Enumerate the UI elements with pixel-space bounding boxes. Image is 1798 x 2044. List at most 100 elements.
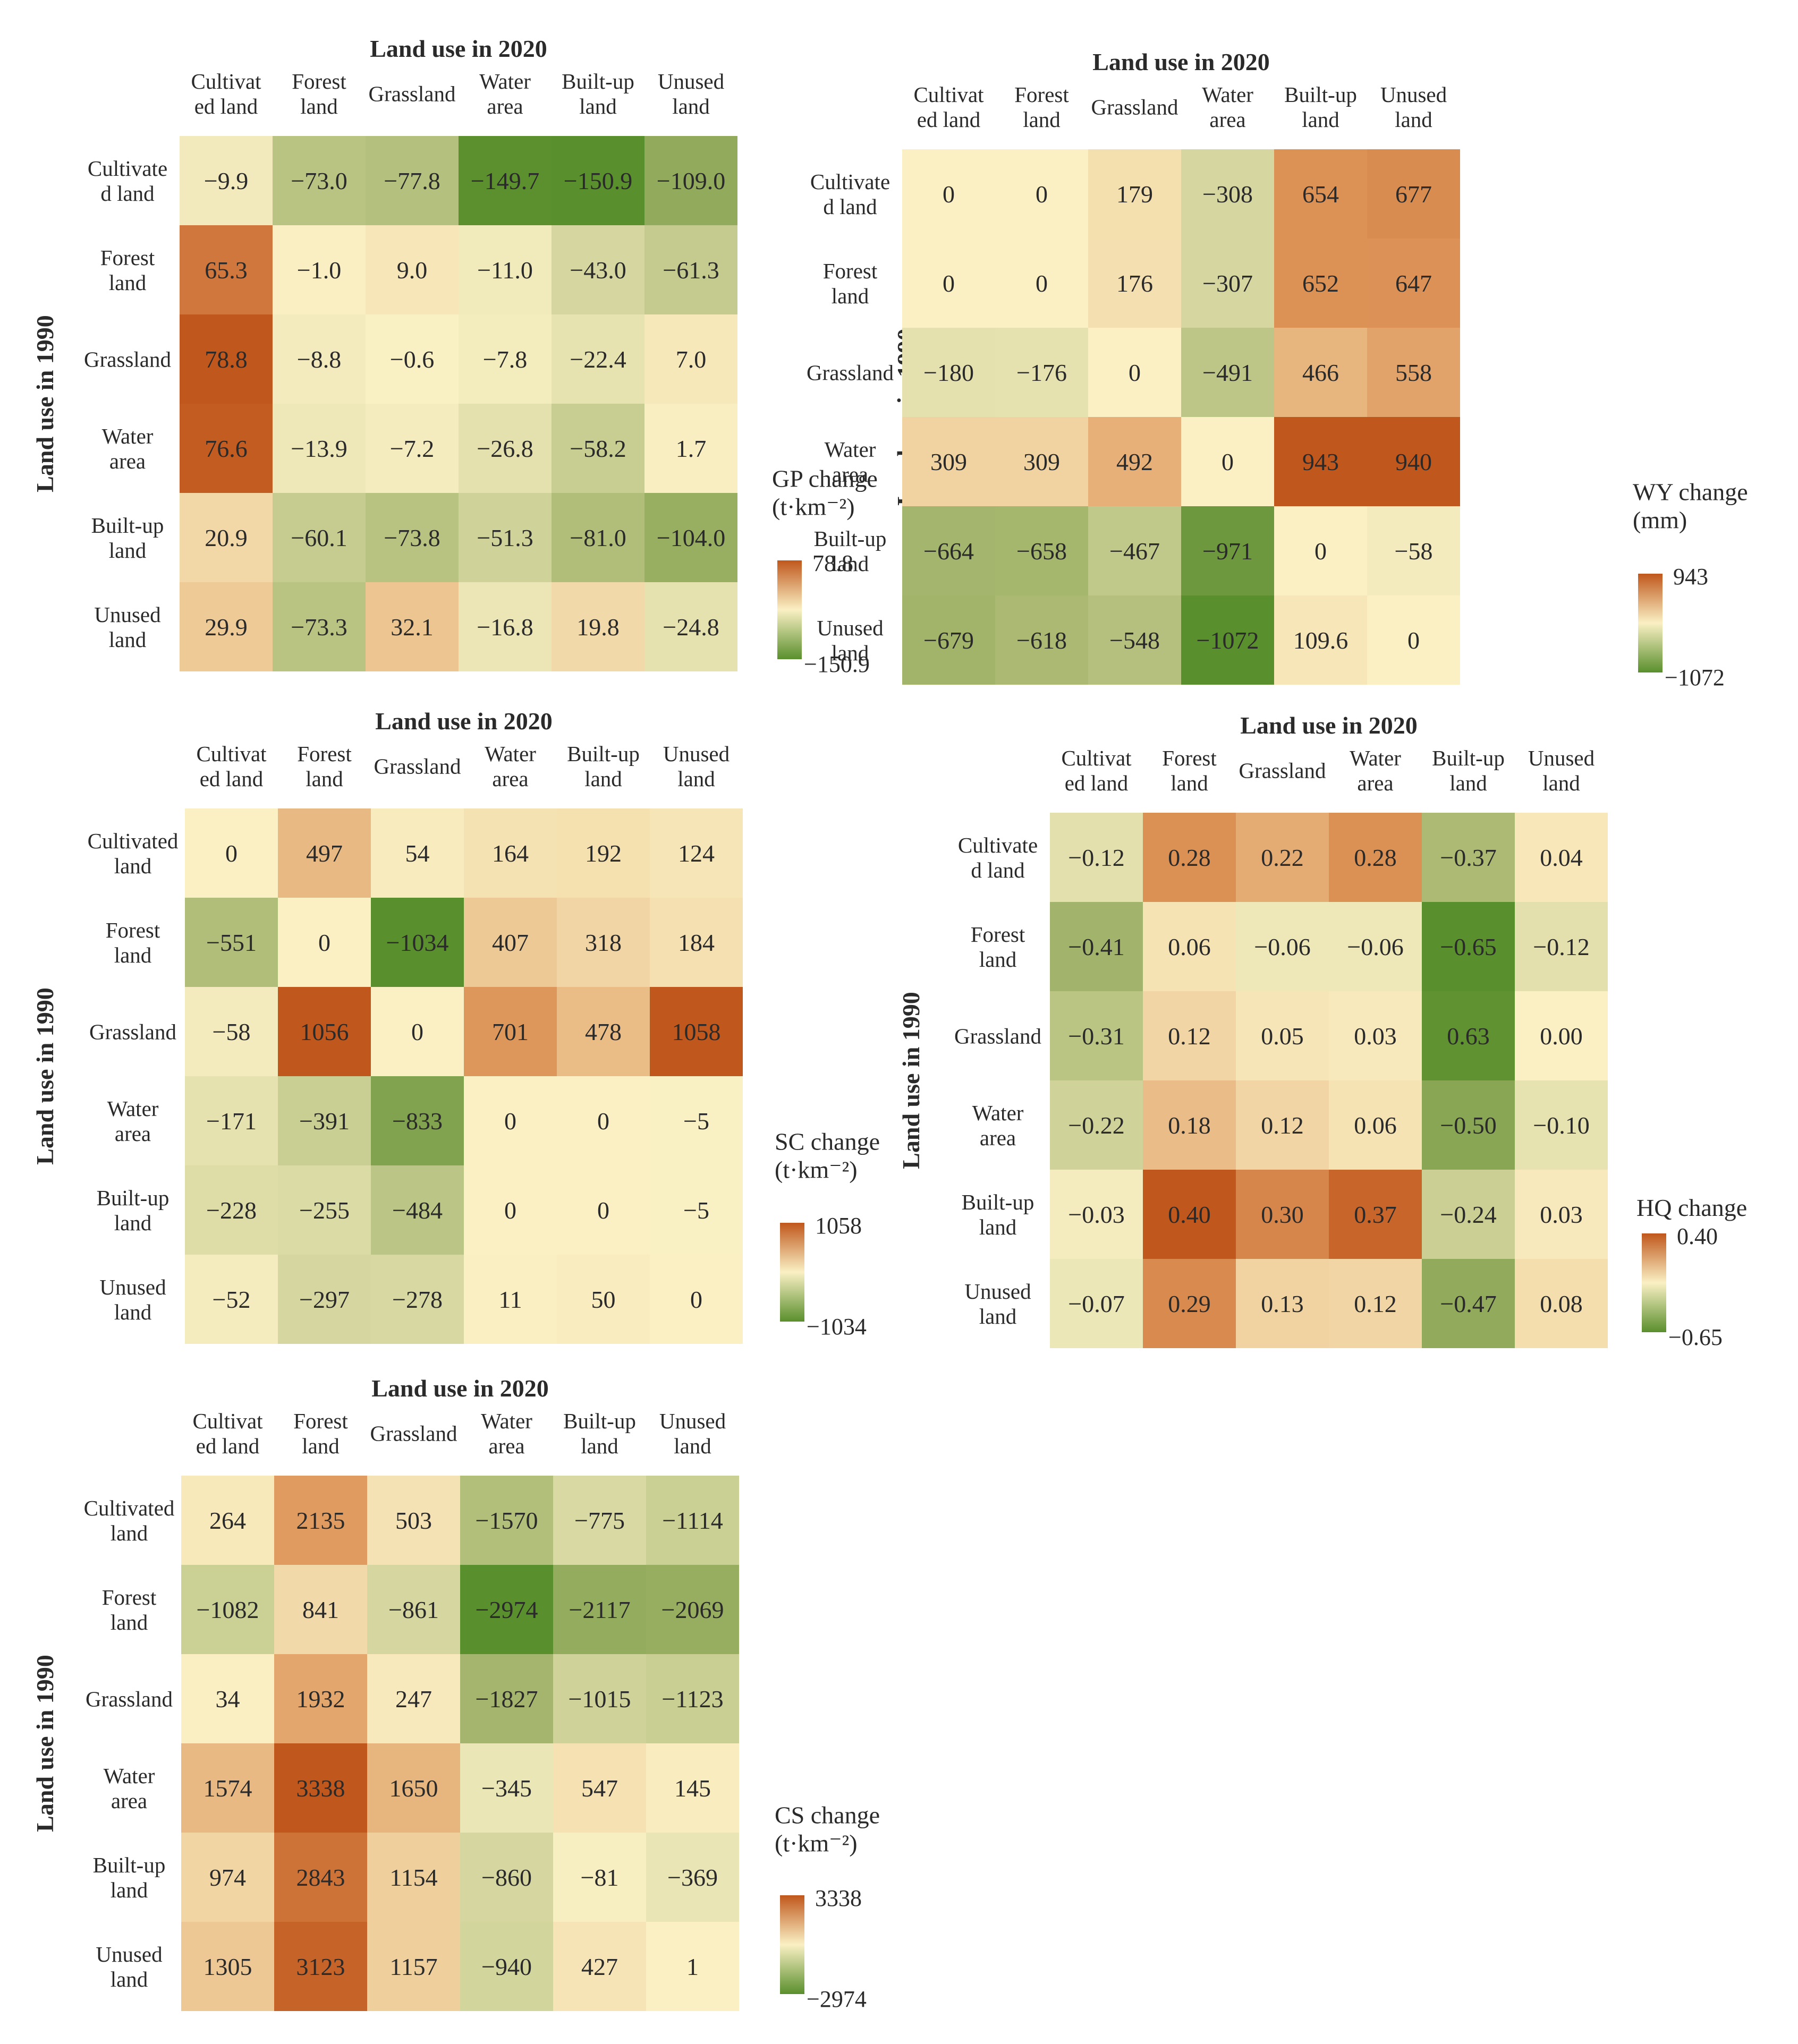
cell-value-label: 0 bbox=[504, 1197, 516, 1224]
heatmap-cell bbox=[1422, 1170, 1515, 1259]
column-label: Cultivat ed land bbox=[192, 1409, 263, 1458]
heatmap-cell bbox=[185, 987, 278, 1076]
cell-value-label: 0.29 bbox=[1168, 1290, 1211, 1317]
heatmap-cell bbox=[1274, 328, 1367, 417]
cell-value-label: −7.8 bbox=[483, 346, 527, 373]
row-label: Unused land bbox=[96, 1942, 162, 1991]
cell-value-label: 0.22 bbox=[1261, 844, 1304, 871]
cell-value-label: −391 bbox=[299, 1108, 350, 1135]
cell-value-label: −81 bbox=[581, 1864, 619, 1891]
heatmap-cell bbox=[460, 1654, 553, 1743]
cell-value-label: −26.8 bbox=[477, 435, 533, 462]
heatmap-cell bbox=[1367, 328, 1460, 417]
heatmap-cell bbox=[557, 1076, 650, 1165]
cell-value-label: 1305 bbox=[203, 1953, 252, 1980]
heatmap-cell bbox=[1422, 813, 1515, 902]
cell-value-label: 0.12 bbox=[1168, 1023, 1211, 1050]
cell-value-label: 247 bbox=[395, 1685, 432, 1713]
heatmap-cell bbox=[553, 1654, 646, 1743]
heatmap-cell bbox=[644, 582, 737, 671]
legend-min-label: −2974 bbox=[807, 1986, 867, 2012]
legend-max-label: 0.40 bbox=[1677, 1223, 1718, 1249]
cell-value-label: −73.8 bbox=[384, 524, 440, 551]
cell-value-label: 0 bbox=[943, 181, 955, 208]
cell-value-label: −22.4 bbox=[570, 346, 626, 373]
heatmap-cell bbox=[464, 898, 557, 987]
row-label: Grassland bbox=[954, 1024, 1041, 1048]
legend-min-label: −1072 bbox=[1665, 665, 1725, 691]
column-label: Unused land bbox=[1528, 746, 1595, 795]
heatmap-cell bbox=[1143, 1259, 1236, 1348]
cell-value-label: −0.12 bbox=[1068, 844, 1124, 871]
heatmap-cell bbox=[1329, 1080, 1422, 1170]
cell-value-label: 78.8 bbox=[205, 346, 248, 373]
cell-value-label: 1574 bbox=[203, 1775, 252, 1802]
heatmap-cell bbox=[902, 595, 995, 685]
cell-value-label: −58 bbox=[1395, 538, 1433, 565]
heatmap-cell bbox=[646, 1743, 739, 1833]
legend-title: GP change (t·km⁻²) bbox=[772, 465, 878, 521]
legend-max-label: 943 bbox=[1673, 564, 1708, 590]
cell-value-label: 407 bbox=[492, 929, 529, 956]
heatmap-cell bbox=[1515, 1259, 1608, 1348]
heatmap-cell bbox=[1367, 149, 1460, 239]
cell-value-label: 0 bbox=[943, 270, 955, 297]
cell-value-label: 0 bbox=[1036, 270, 1048, 297]
cell-value-label: −658 bbox=[1016, 538, 1067, 565]
column-label: Cultivat ed land bbox=[913, 82, 984, 132]
cell-value-label: −24.8 bbox=[663, 614, 719, 641]
cell-value-label: 0.08 bbox=[1540, 1290, 1583, 1317]
row-label: Water area bbox=[102, 424, 154, 473]
column-label: Cultivat ed land bbox=[196, 742, 267, 791]
cell-value-label: −0.37 bbox=[1440, 844, 1496, 871]
cell-value-label: −2069 bbox=[661, 1596, 724, 1623]
heatmap-cell bbox=[278, 1255, 371, 1344]
cell-value-label: 1058 bbox=[672, 1018, 721, 1045]
chart-title: Land use in 2020 bbox=[375, 708, 553, 735]
row-label: Forest land bbox=[100, 245, 155, 295]
heatmap-cell bbox=[180, 493, 273, 582]
heatmap-cell bbox=[371, 898, 464, 987]
row-label: Grassland bbox=[807, 360, 894, 385]
cell-value-label: 0 bbox=[318, 929, 330, 956]
cell-value-label: 29.9 bbox=[205, 614, 248, 641]
heatmap-cell bbox=[464, 1076, 557, 1165]
heatmap-cell bbox=[650, 808, 743, 898]
cell-value-label: 264 bbox=[209, 1507, 246, 1534]
cell-value-label: −255 bbox=[299, 1197, 350, 1224]
cell-value-label: 0.28 bbox=[1168, 844, 1211, 871]
cell-value-label: −940 bbox=[481, 1953, 532, 1980]
cell-value-label: −308 bbox=[1202, 181, 1253, 208]
heatmap-cell bbox=[274, 1565, 367, 1654]
heatmap-cell bbox=[553, 1922, 646, 2011]
cell-value-label: 124 bbox=[678, 840, 715, 867]
cell-value-label: −73.0 bbox=[291, 167, 347, 194]
column-label: Water area bbox=[1202, 82, 1253, 132]
heatmap-cell bbox=[181, 1743, 274, 1833]
column-label: Cultivat ed land bbox=[191, 69, 261, 118]
cell-value-label: −43.0 bbox=[570, 257, 626, 284]
heatmap-cell bbox=[367, 1565, 460, 1654]
heatmap-cell bbox=[1515, 902, 1608, 991]
cell-value-label: 0.03 bbox=[1540, 1201, 1583, 1228]
cell-value-label: −1015 bbox=[569, 1685, 631, 1713]
heatmap-cell bbox=[1088, 506, 1181, 595]
heatmap-cell bbox=[644, 314, 737, 404]
heatmap-cell bbox=[557, 1165, 650, 1255]
heatmap-cell bbox=[371, 808, 464, 898]
heatmap-cell bbox=[185, 1165, 278, 1255]
cell-value-label: 176 bbox=[1116, 270, 1153, 297]
cell-value-label: 192 bbox=[585, 840, 622, 867]
cell-value-label: 0 bbox=[597, 1108, 609, 1135]
heatmap-cell bbox=[459, 404, 552, 493]
cell-value-label: −9.9 bbox=[204, 167, 248, 194]
column-label: Built-up land bbox=[563, 1409, 636, 1458]
heatmap-panel-4: Land use in 2020 Cultivat ed land Forest lan… bbox=[897, 712, 1747, 1350]
heatmap-cell bbox=[1050, 1080, 1143, 1170]
heatmap-cell bbox=[1515, 813, 1608, 902]
cell-value-label: −345 bbox=[481, 1775, 532, 1802]
row-label: Built-up land bbox=[91, 513, 164, 563]
heatmap-cell bbox=[371, 987, 464, 1076]
cell-value-label: −679 bbox=[923, 627, 974, 654]
cell-value-label: −0.47 bbox=[1440, 1290, 1496, 1317]
